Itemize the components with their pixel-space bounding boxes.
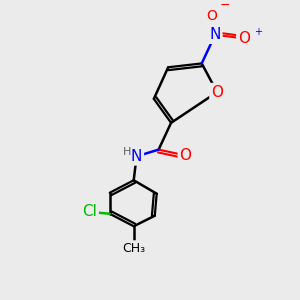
- Text: N: N: [209, 27, 221, 42]
- Text: CH₃: CH₃: [122, 242, 145, 255]
- Text: O: O: [211, 85, 223, 100]
- Text: N: N: [131, 149, 142, 164]
- Text: O: O: [179, 148, 191, 163]
- Text: O: O: [238, 31, 250, 46]
- Text: −: −: [220, 0, 230, 11]
- Text: +: +: [254, 27, 262, 37]
- Text: Cl: Cl: [82, 204, 97, 219]
- Text: O: O: [206, 8, 217, 22]
- Text: H: H: [123, 146, 131, 157]
